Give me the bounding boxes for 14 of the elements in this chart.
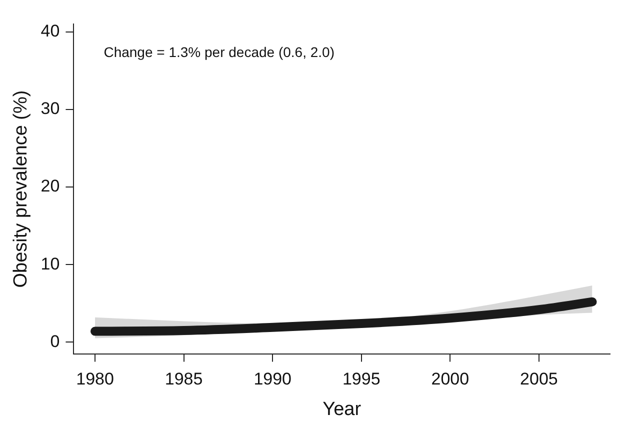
x-tick-label: 1985 (164, 370, 203, 389)
x-tick-label: 1980 (76, 370, 114, 389)
y-tick-label: 0 (50, 332, 60, 351)
x-tick-label: 1995 (342, 370, 380, 389)
y-tick-label: 20 (40, 176, 60, 196)
y-tick-label: 30 (40, 99, 60, 118)
x-axis-title: Year (322, 398, 362, 420)
x-tick-label: 1990 (254, 370, 292, 389)
x-tick-label: 2005 (520, 370, 558, 389)
y-axis-title: Obesity prevalence (%) (10, 90, 32, 288)
x-tick-label: 2000 (431, 370, 470, 389)
annotation: Change = 1.3% per decade (0.6, 2.0) (104, 44, 334, 60)
y-tick-label: 40 (40, 22, 60, 41)
y-tick-label: 10 (40, 254, 60, 274)
